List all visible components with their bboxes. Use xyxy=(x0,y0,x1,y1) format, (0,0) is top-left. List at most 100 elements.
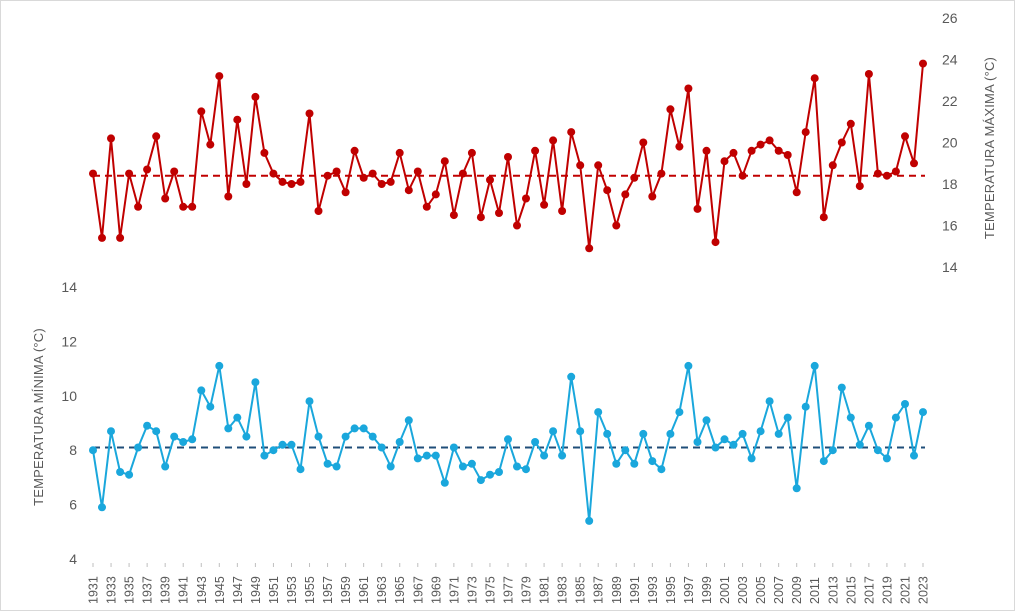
min-data-point xyxy=(594,408,603,417)
max-data-point xyxy=(350,146,359,155)
min-data-point xyxy=(792,484,801,493)
min-data-point xyxy=(413,454,422,463)
min-data-point xyxy=(630,459,639,468)
series-points xyxy=(89,59,927,525)
max-data-point xyxy=(891,167,900,176)
max-data-point xyxy=(386,177,395,186)
max-data-point xyxy=(98,233,106,242)
min-data-point xyxy=(332,462,341,471)
max-data-point xyxy=(612,221,621,230)
max-data-point xyxy=(422,202,431,211)
min-data-point xyxy=(287,440,296,449)
min-data-point xyxy=(675,408,684,417)
max-data-point xyxy=(567,128,576,137)
min-data-point xyxy=(206,402,215,411)
min-data-point xyxy=(882,454,891,463)
left-tick-label: 14 xyxy=(61,279,77,295)
max-data-point xyxy=(269,169,278,178)
min-data-point xyxy=(783,413,792,422)
max-data-point xyxy=(711,238,720,247)
max-data-point xyxy=(486,175,494,184)
max-data-point xyxy=(648,192,657,201)
x-tick-label: 1995 xyxy=(664,576,678,604)
x-tick-label: 1999 xyxy=(700,576,714,604)
min-data-point xyxy=(558,451,567,460)
x-tick-label: 1947 xyxy=(231,576,245,604)
max-data-point xyxy=(919,59,927,68)
max-data-point xyxy=(810,74,819,83)
left-axis-ticks: 4 6 8 10 12 14 xyxy=(61,279,77,567)
max-data-point xyxy=(395,148,404,157)
right-axis-title: TEMPERATURA MÁXIMA (°C) xyxy=(982,57,997,239)
left-tick-label: 10 xyxy=(61,388,77,404)
min-data-point xyxy=(296,465,305,474)
min-data-point xyxy=(359,424,368,433)
min-data-point xyxy=(702,416,711,425)
x-tick-label: 2003 xyxy=(736,576,750,604)
max-data-point xyxy=(738,171,747,180)
min-data-point xyxy=(756,427,765,436)
min-data-point xyxy=(404,416,413,425)
x-tick-label: 1957 xyxy=(321,576,335,604)
min-data-point xyxy=(495,468,503,476)
min-data-point xyxy=(666,429,675,438)
min-data-point xyxy=(693,438,702,446)
max-data-point xyxy=(323,171,332,180)
max-data-point xyxy=(143,165,152,174)
x-tick-label: 1937 xyxy=(141,576,155,604)
max-data-point xyxy=(603,186,612,195)
min-data-point xyxy=(215,361,224,370)
max-data-point xyxy=(729,148,738,157)
max-data-point xyxy=(666,105,675,114)
x-tick-label: 2015 xyxy=(844,576,858,604)
x-tick-label: 2017 xyxy=(862,576,876,604)
max-data-point xyxy=(449,211,458,220)
min-data-point xyxy=(612,459,621,468)
max-data-point xyxy=(783,151,792,159)
min-data-point xyxy=(224,424,233,433)
x-tick-label: 1961 xyxy=(357,576,371,604)
min-data-point xyxy=(197,386,206,395)
max-data-point xyxy=(756,140,765,149)
x-tick-label: 2023 xyxy=(917,576,931,604)
x-tick-label: 1975 xyxy=(483,576,497,604)
x-axis-ticks: 1931 1933 1935 1937 1939 1941 1943 1945 1947 1949… xyxy=(87,563,931,604)
min-data-point xyxy=(891,413,900,422)
max-data-point xyxy=(513,221,521,230)
max-data-point xyxy=(720,157,729,166)
max-data-point xyxy=(657,169,666,178)
max-data-point xyxy=(675,142,684,151)
min-data-point xyxy=(639,429,648,438)
min-data-point xyxy=(233,413,242,422)
max-data-point xyxy=(458,169,467,178)
min-data-point xyxy=(161,462,170,471)
x-tick-label: 1945 xyxy=(213,576,227,604)
min-data-point xyxy=(846,413,855,422)
min-data-point xyxy=(476,476,485,485)
min-data-point xyxy=(585,516,594,525)
x-tick-label: 2001 xyxy=(718,576,732,604)
min-data-point xyxy=(386,462,395,471)
min-data-point xyxy=(377,443,386,452)
max-data-point xyxy=(621,190,630,199)
max-data-point xyxy=(549,136,558,145)
max-data-point xyxy=(540,200,549,209)
max-data-point xyxy=(558,207,567,215)
max-data-point xyxy=(377,180,386,188)
min-data-point xyxy=(431,451,440,460)
min-data-point xyxy=(98,503,106,512)
max-data-point xyxy=(774,146,783,155)
max-data-point xyxy=(440,157,449,166)
max-data-point xyxy=(684,84,693,93)
min-data-point xyxy=(116,468,125,476)
min-data-point xyxy=(901,400,909,408)
min-data-point xyxy=(242,432,251,441)
min-data-point xyxy=(567,372,576,381)
min-temperature-line xyxy=(92,364,924,522)
max-data-point xyxy=(864,70,873,78)
min-data-point xyxy=(152,427,161,436)
min-data-point xyxy=(864,421,873,430)
right-tick-label: 24 xyxy=(942,52,958,68)
